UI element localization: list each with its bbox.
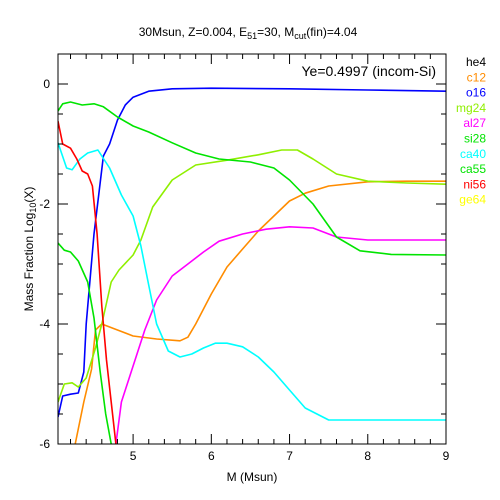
legend-entry-ge64: ge64 [459,193,486,207]
x-tick-label: 9 [443,449,450,463]
legend-entry-mg24: mg24 [456,101,486,115]
chart-title: 30Msun, Z=0.004, E51=30, Mcut(fin)=4.04 [139,25,358,41]
x-tick-label: 5 [130,449,137,463]
ye-annotation: Ye=0.4997 (incom-Si) [301,63,436,79]
x-axis-label: M (Msun) [227,470,278,484]
legend-entry-o16: o16 [466,86,486,100]
legend-entry-ca55: ca55 [460,162,486,176]
y-tick-label: -6 [39,437,50,451]
legend-entry-c12: c12 [467,70,487,84]
series-line-si28 [58,101,446,256]
legend-entry-si28: si28 [464,132,486,146]
series-layer [58,87,446,444]
series-line-c12 [74,180,446,444]
series-line-o16 [58,87,446,418]
legend-entry-ni56: ni56 [463,177,486,191]
plot-frame [57,53,447,445]
x-tick-label: 7 [286,449,293,463]
series-line-ca55 [58,242,112,444]
series-line-ca40 [58,142,446,421]
y-tick-label: -2 [39,197,50,211]
ticks-layer: 5 6 7 8 9 0 -2 -4 -6 [39,53,450,463]
y-axis-label: Mass Fraction Log10(X) [22,187,38,312]
series-line-ni56 [58,121,117,444]
plot-area: 5 6 7 8 9 0 -2 -4 -6 [39,53,450,463]
legend-entry-ca40: ca40 [460,147,486,161]
x-tick-label: 8 [364,449,371,463]
legend-entry-he4: he4 [466,55,486,69]
y-tick-label: 0 [43,77,50,91]
series-line-mg24 [58,149,446,403]
y-tick-label: -4 [39,317,50,331]
x-tick-label: 6 [208,449,215,463]
legend-entry-al27: al27 [463,116,486,130]
series-line-al27 [115,226,446,444]
